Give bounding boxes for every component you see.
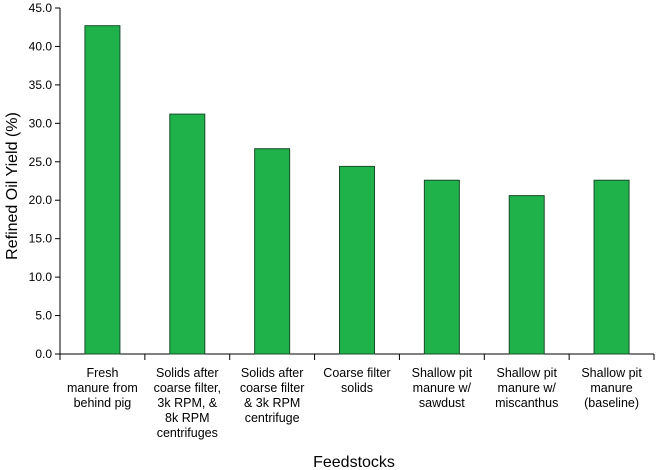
x-category-label: Coarse filter solids xyxy=(323,366,390,395)
x-category-label-line: Shallow pit xyxy=(581,366,642,380)
x-category-label-line: Fresh xyxy=(86,366,118,380)
y-tick-label: 15.0 xyxy=(29,232,53,246)
x-category-label-line: manure w/ xyxy=(413,381,472,395)
bar xyxy=(169,113,206,355)
x-category-label-line: sawdust xyxy=(419,396,465,410)
x-category-label-line: Shallow pit xyxy=(412,366,473,380)
x-category-label-line: manure w/ xyxy=(498,381,557,395)
y-tick-label: 25.0 xyxy=(29,155,53,169)
bar xyxy=(254,148,291,355)
bars xyxy=(84,25,630,355)
y-tick-label: 45.0 xyxy=(29,1,53,15)
x-category-label: Solids after coarse filter & 3k RPM centrif… xyxy=(240,366,305,425)
x-category-label: Shallow pit manure (baseline) xyxy=(581,366,642,410)
y-tick-label: 5.0 xyxy=(35,309,52,323)
x-category-label: Shallow pit manure w/miscanthus xyxy=(495,366,558,410)
axes xyxy=(55,7,655,360)
y-tick-label: 30.0 xyxy=(29,116,53,130)
x-category-label: Fresh manure from behind pig xyxy=(67,366,138,410)
x-category-label-line: (baseline) xyxy=(584,396,639,410)
x-category-label-line: & 3k RPM xyxy=(244,396,300,410)
bar xyxy=(593,179,630,355)
x-category-label: Solids after coarse filter, 3k RPM, & 8k RP… xyxy=(154,366,221,440)
x-axis-title: Feedstocks xyxy=(313,454,395,470)
y-tick-label: 40.0 xyxy=(29,39,53,53)
y-tick-label: 10.0 xyxy=(29,270,53,284)
x-category-label-line: 8k RPM xyxy=(165,411,209,425)
y-axis-title: Refined Oil Yield (%) xyxy=(4,112,21,260)
x-category-label-line: Shallow pit xyxy=(496,366,557,380)
bar xyxy=(423,179,460,355)
x-category-label-line: behind pig xyxy=(74,396,132,410)
x-category-label: Shallow pit manure w/sawdust xyxy=(412,366,473,410)
x-category-label-line: Solids after xyxy=(156,366,219,380)
x-category-label-line: miscanthus xyxy=(495,396,558,410)
y-tick-label: 20.0 xyxy=(29,193,53,207)
x-category-label-line: coarse filter, xyxy=(154,381,221,395)
x-category-label-line: manure from xyxy=(67,381,138,395)
y-tick-labels: 0.0 5.0 10.0 15.0 20.0 25.0 30.0 35.0 40.0 45.0 xyxy=(29,1,53,361)
bar xyxy=(84,25,121,355)
bar xyxy=(508,195,545,355)
x-category-label-line: solids xyxy=(341,381,373,395)
x-category-label-line: 3k RPM, & xyxy=(157,396,217,410)
x-category-label-line: Coarse filter xyxy=(323,366,390,380)
x-category-label-line: Solids after xyxy=(241,366,304,380)
x-category-label-line: manure xyxy=(590,381,632,395)
y-tick-label: 35.0 xyxy=(29,78,53,92)
x-category-label-line: centrifuge xyxy=(245,411,300,425)
bar xyxy=(339,165,375,355)
x-category-label-line: centrifuges xyxy=(157,426,218,440)
x-category-label-line: coarse filter xyxy=(240,381,305,395)
y-tick-label: 0.0 xyxy=(35,347,52,361)
